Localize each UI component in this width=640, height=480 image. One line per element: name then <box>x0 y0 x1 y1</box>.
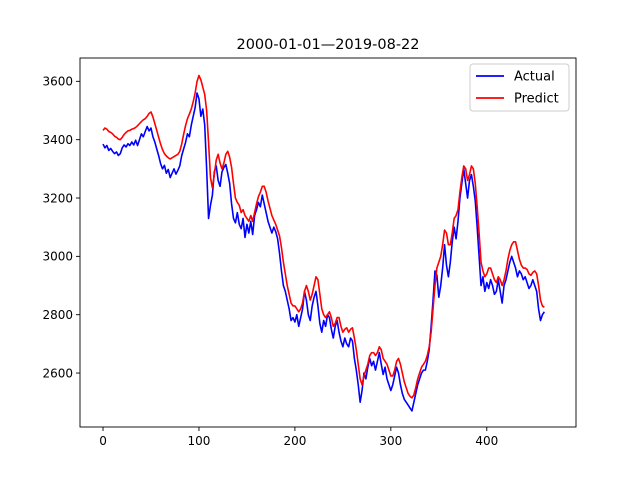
y-tick-label: 3400 <box>42 133 73 147</box>
y-tick-label: 3200 <box>42 191 73 205</box>
series-line-predict <box>102 74 545 399</box>
legend-label-actual: Actual <box>514 70 555 85</box>
x-tick-label: 0 <box>99 434 107 448</box>
legend-label-predict: Predict <box>514 92 559 107</box>
legend: Actual Predict <box>469 63 570 112</box>
chart-title: 2000-01-01—2019-08-22 <box>236 37 419 53</box>
y-tick-label: 2600 <box>42 366 73 380</box>
x-tick-label: 300 <box>379 434 402 448</box>
series-line-actual <box>102 92 546 412</box>
y-tick-label: 3600 <box>42 75 73 89</box>
axes: 0 100 200 300 400 2600 2800 3000 3200 3400 3600 <box>42 57 577 448</box>
x-tick-label: 200 <box>283 434 306 448</box>
y-tick-label: 2800 <box>42 308 73 322</box>
x-tick-label: 400 <box>475 434 498 448</box>
y-tick-label: 3000 <box>42 250 73 264</box>
x-tick-label: 100 <box>188 434 211 448</box>
axes-frame <box>79 57 577 428</box>
plot-area <box>102 74 546 412</box>
